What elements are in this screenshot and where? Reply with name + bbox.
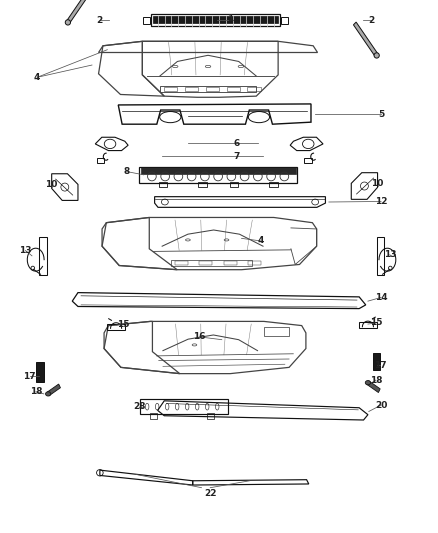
Bar (224, 261, 237, 265)
Bar (248, 261, 261, 265)
Text: 17: 17 (374, 361, 386, 369)
Bar (185, 87, 198, 91)
Bar (164, 87, 177, 91)
Bar (97, 158, 104, 163)
Text: 4: 4 (34, 73, 40, 82)
Bar (207, 413, 214, 419)
Bar (150, 413, 157, 419)
Polygon shape (47, 384, 60, 395)
Bar (153, 16, 278, 23)
Text: 16: 16 (193, 333, 205, 341)
Bar (159, 182, 167, 187)
Text: 10: 10 (46, 181, 58, 189)
Bar (281, 17, 288, 24)
Polygon shape (353, 22, 378, 57)
Text: 15: 15 (117, 320, 130, 328)
Text: 5: 5 (378, 110, 384, 118)
Bar (199, 261, 212, 265)
Bar (175, 261, 188, 265)
Text: 17: 17 (24, 372, 36, 381)
Bar (264, 327, 289, 336)
Bar (377, 237, 384, 275)
Bar (206, 87, 219, 91)
Bar (359, 322, 377, 328)
Bar (141, 167, 296, 174)
Text: 6: 6 (233, 139, 240, 148)
Text: 15: 15 (370, 319, 382, 327)
Ellipse shape (365, 381, 371, 385)
Text: 4: 4 (258, 237, 264, 245)
Bar (198, 182, 207, 187)
Bar (143, 17, 150, 24)
Bar (39, 237, 46, 275)
Ellipse shape (65, 20, 71, 25)
Bar (247, 87, 261, 91)
Bar (227, 87, 240, 91)
Text: 18: 18 (370, 376, 382, 384)
Ellipse shape (374, 53, 379, 58)
Text: 13: 13 (384, 251, 396, 259)
Bar (151, 14, 280, 26)
Bar (304, 158, 312, 163)
Text: 22: 22 (204, 489, 216, 497)
Text: 20: 20 (375, 401, 387, 409)
Ellipse shape (46, 392, 51, 396)
Polygon shape (67, 0, 91, 24)
Bar (160, 86, 256, 92)
Text: 13: 13 (19, 246, 32, 255)
Bar (107, 324, 125, 330)
Text: 2: 2 (97, 16, 103, 25)
Text: 14: 14 (375, 293, 387, 302)
Bar (140, 399, 228, 414)
Text: 1: 1 (227, 14, 233, 22)
Text: 2: 2 (368, 16, 374, 25)
Text: 28: 28 (133, 402, 145, 411)
Text: 10: 10 (371, 179, 384, 188)
Bar (373, 353, 380, 370)
Bar (171, 260, 252, 265)
Bar (269, 182, 278, 187)
Text: 8: 8 (124, 167, 130, 176)
Bar (230, 182, 238, 187)
Bar (139, 167, 297, 183)
Text: 12: 12 (375, 197, 387, 206)
Polygon shape (367, 381, 380, 392)
Text: 18: 18 (30, 387, 42, 396)
Bar (36, 362, 44, 382)
Text: 7: 7 (233, 152, 240, 160)
